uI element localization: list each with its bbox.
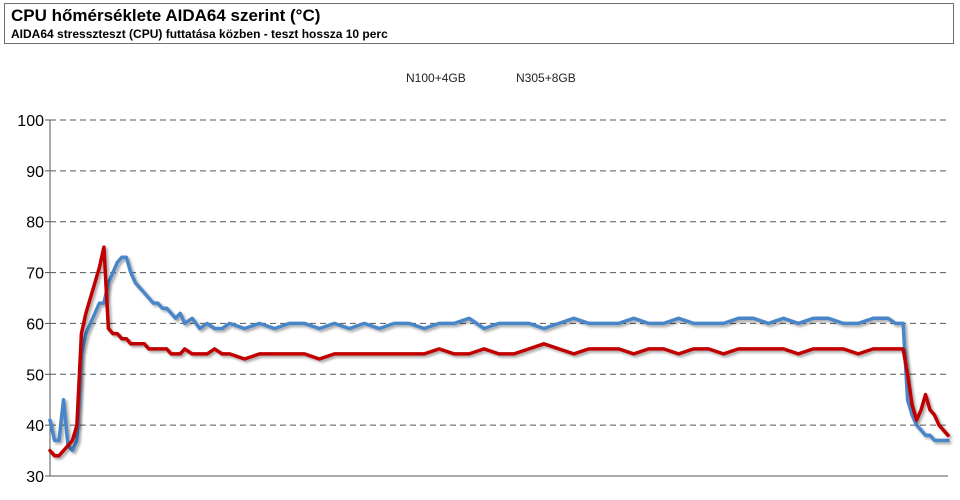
y-tick-label: 90 — [26, 164, 44, 181]
legend-label: N305+8GB — [516, 71, 576, 85]
y-axis: 30 40 50 60 70 80 90 100 — [17, 113, 51, 486]
y-tick-label: 60 — [26, 316, 44, 333]
y-tick-label: 40 — [26, 418, 44, 435]
series-line-n100 — [48, 255, 950, 453]
series-line-n305 — [48, 245, 950, 458]
y-tick-label: 70 — [26, 266, 44, 283]
y-tick-label: 80 — [26, 215, 44, 232]
series-lines — [48, 245, 950, 458]
legend: N100+4GB N305+8GB — [374, 71, 576, 85]
chart-title-box: CPU hőmérséklete AIDA64 szerint (°C) AID… — [4, 3, 954, 44]
chart-title: CPU hőmérséklete AIDA64 szerint (°C) — [11, 6, 321, 25]
chart-subtitle: AIDA64 stresszteszt (CPU) futtatása közb… — [11, 27, 388, 41]
gridlines — [50, 119, 948, 477]
y-tick-label: 50 — [26, 367, 44, 384]
legend-label: N100+4GB — [406, 71, 466, 85]
y-tick-label: 30 — [26, 469, 44, 486]
y-tick-label: 100 — [17, 113, 44, 130]
